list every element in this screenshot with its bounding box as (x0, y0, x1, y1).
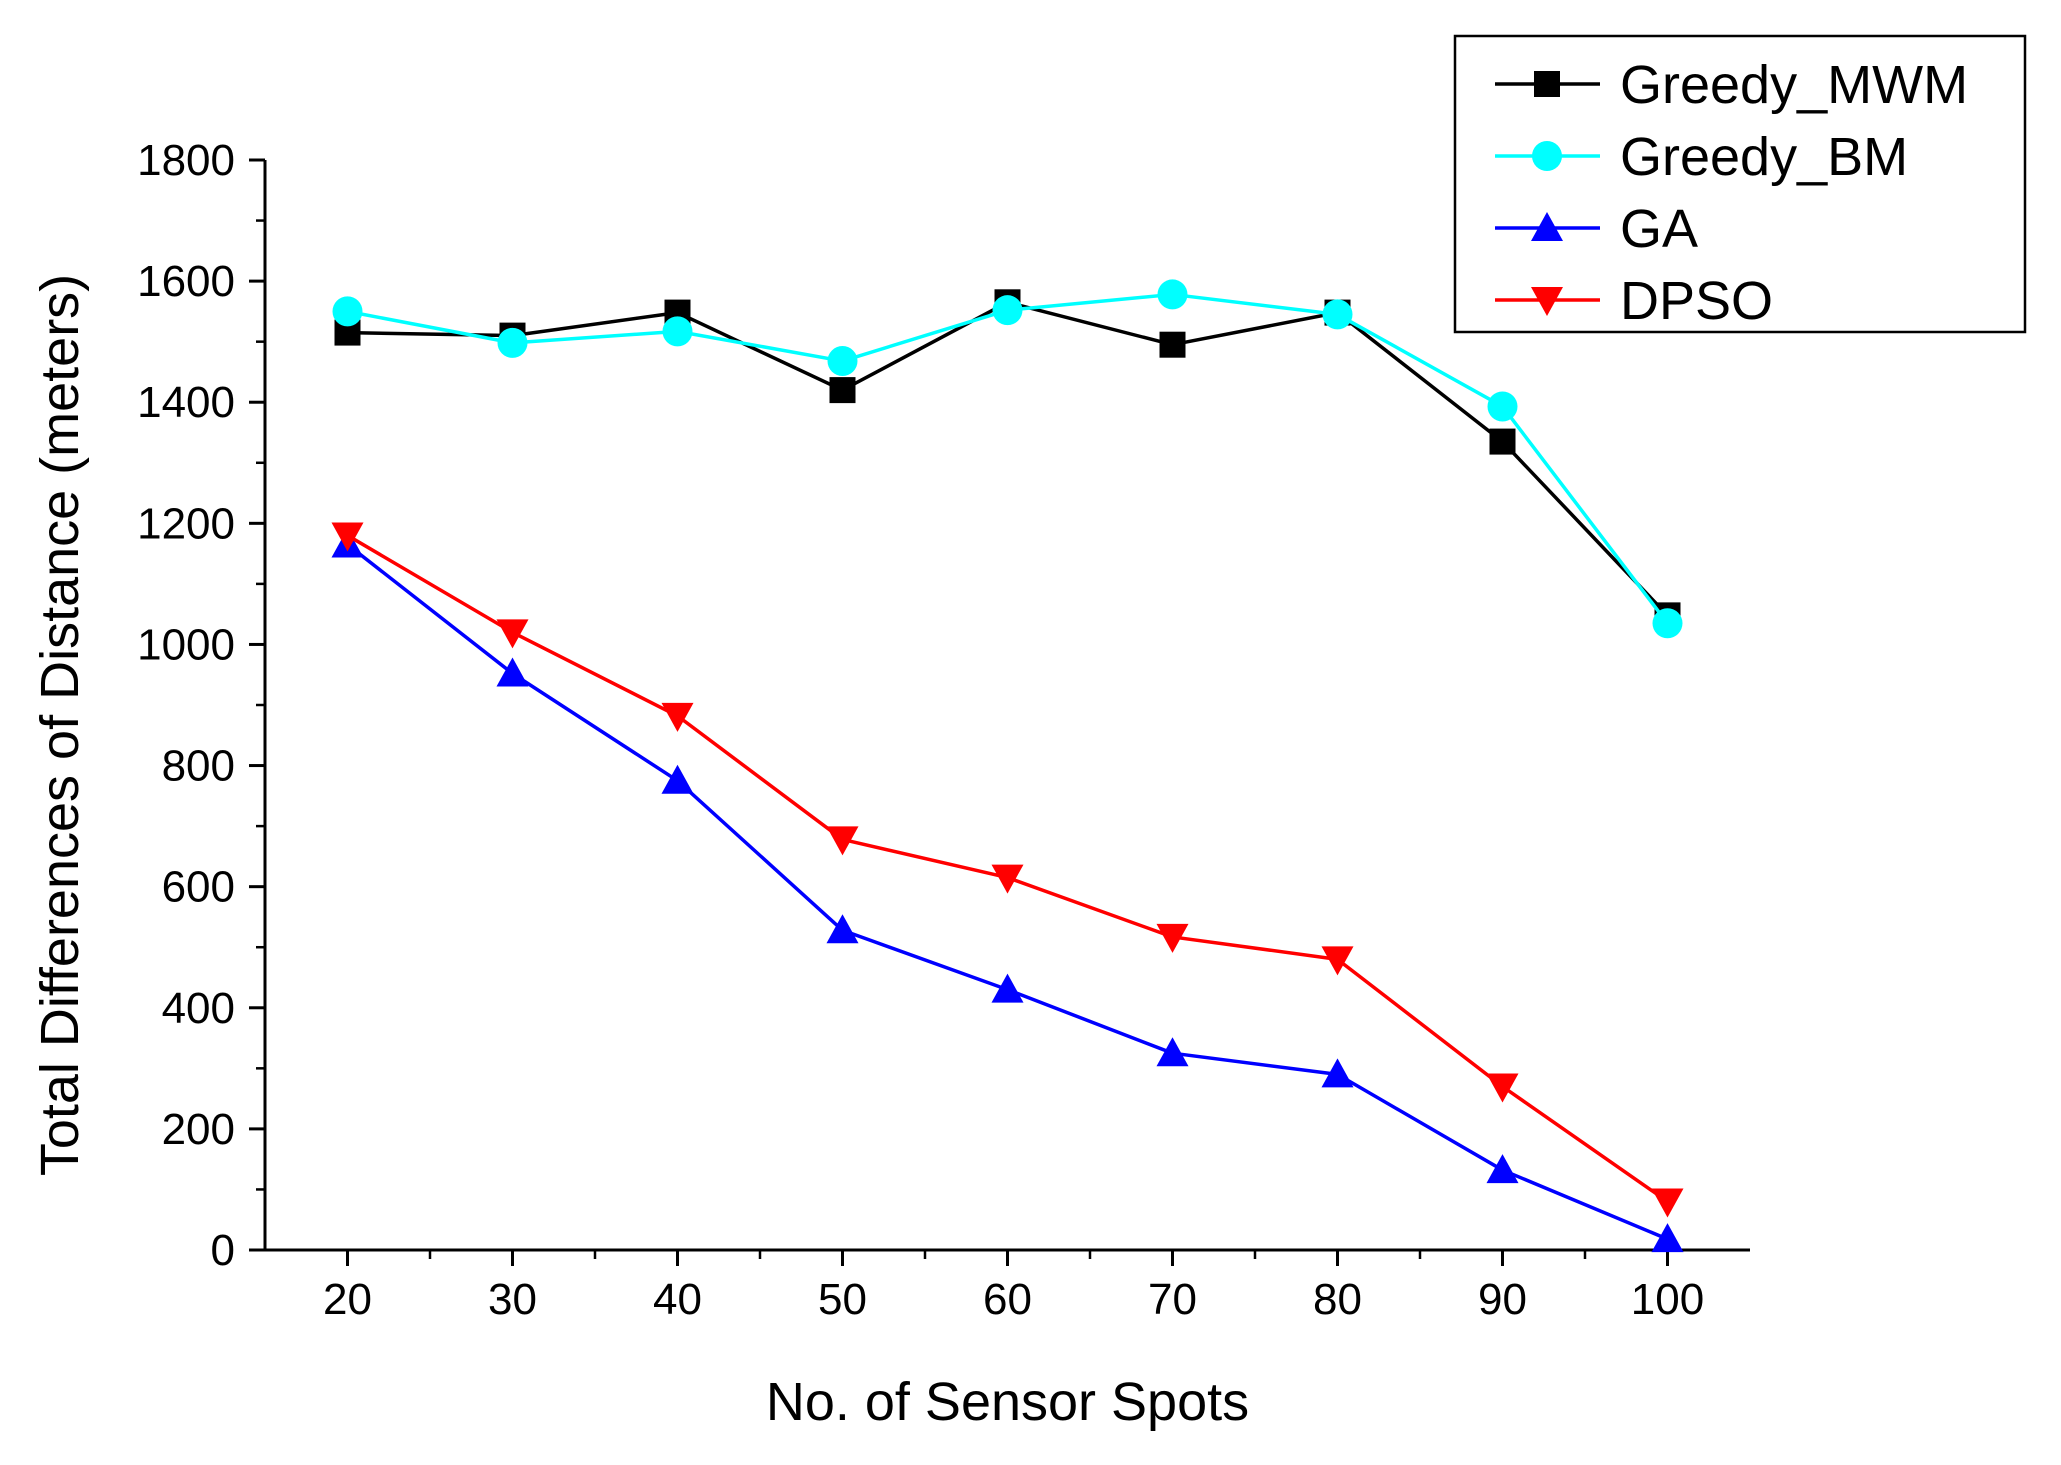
data-point-greedy-mwm (1489, 428, 1516, 455)
data-point-ga (826, 914, 859, 944)
x-tick-label: 70 (1148, 1275, 1197, 1324)
data-point-dpso (826, 826, 859, 856)
legend-marker-greedy-mwm (1534, 71, 1560, 97)
y-tick-label: 1400 (137, 378, 235, 427)
x-tick-label: 90 (1478, 1275, 1527, 1324)
data-point-ga (1156, 1037, 1189, 1067)
series-layer (331, 279, 1684, 1253)
legend-marker-greedy-bm (1532, 141, 1562, 171)
data-point-greedy-bm (827, 346, 858, 377)
data-point-ga (1486, 1154, 1519, 1184)
legend-label-greedy-bm: Greedy_BM (1620, 127, 1908, 187)
legend-label-ga: GA (1620, 199, 1698, 259)
legend-item-greedy-mwm: Greedy_MWM (1495, 55, 1968, 115)
data-point-dpso (991, 864, 1024, 894)
legend-marker-ga (1531, 212, 1563, 241)
y-tick-label: 1600 (137, 257, 235, 306)
data-point-dpso (1651, 1188, 1684, 1218)
data-point-greedy-bm (662, 316, 693, 347)
data-point-ga (1321, 1058, 1354, 1088)
y-tick-label: 0 (211, 1226, 235, 1275)
legend-label-greedy-mwm: Greedy_MWM (1620, 55, 1968, 115)
axes: 20 30 40 50 60 70 80 90 100020040060080010001200… (137, 136, 1750, 1324)
data-point-greedy-bm (1487, 391, 1518, 422)
data-point-dpso (331, 522, 364, 552)
data-point-greedy-bm (992, 295, 1023, 326)
y-tick-label: 600 (162, 863, 235, 912)
y-tick-label: 200 (162, 1105, 235, 1154)
legend-item-ga: GA (1495, 199, 1698, 259)
data-point-greedy-mwm (1159, 331, 1186, 358)
data-point-ga (661, 764, 694, 794)
x-tick-label: 80 (1313, 1275, 1362, 1324)
y-tick-label: 1800 (137, 136, 235, 185)
legend-items: Greedy_MWM Greedy_BM GA DPSO (1495, 55, 1968, 331)
x-tick-label: 40 (653, 1275, 702, 1324)
series-line-greedy-mwm (347, 300, 1669, 617)
data-point-dpso (1486, 1073, 1519, 1103)
x-axis-title: No. of Sensor Spots (766, 1372, 1249, 1432)
x-tick-label: 20 (323, 1275, 372, 1324)
data-point-ga (496, 657, 529, 687)
x-tick-label: 100 (1631, 1275, 1704, 1324)
data-point-greedy-bm (1157, 279, 1188, 310)
x-tick-label: 60 (983, 1275, 1032, 1324)
legend-item-dpso: DPSO (1495, 271, 1773, 331)
series-line-greedy-bm (347, 292, 1669, 625)
data-point-greedy-mwm (829, 377, 856, 404)
legend-marker-dpso (1531, 287, 1563, 316)
series-greedy-bm (332, 279, 1683, 639)
data-point-dpso (661, 702, 694, 732)
data-point-ga (1651, 1223, 1684, 1253)
series-dpso (331, 522, 1684, 1218)
x-tick-label: 50 (818, 1275, 867, 1324)
y-tick-label: 800 (162, 742, 235, 791)
x-tick-label: 30 (488, 1275, 537, 1324)
data-point-greedy-bm (497, 327, 528, 358)
y-tick-label: 1000 (137, 620, 235, 669)
data-point-dpso (1321, 946, 1354, 976)
data-point-dpso (1156, 923, 1189, 953)
y-tick-label: 1200 (137, 499, 235, 548)
data-point-greedy-bm (1652, 608, 1683, 639)
data-point-dpso (496, 619, 529, 649)
y-axis-title: Total Differences of Distance (meters) (30, 274, 90, 1176)
data-point-greedy-bm (332, 296, 363, 327)
legend-label-dpso: DPSO (1620, 271, 1773, 331)
legend: Greedy_MWM Greedy_BM GA DPSO (1453, 34, 2027, 334)
legend-item-greedy-bm: Greedy_BM (1495, 127, 1908, 187)
data-point-ga (991, 973, 1024, 1003)
series-ga (331, 528, 1684, 1253)
data-point-greedy-bm (1322, 299, 1353, 330)
y-tick-label: 400 (162, 984, 235, 1033)
